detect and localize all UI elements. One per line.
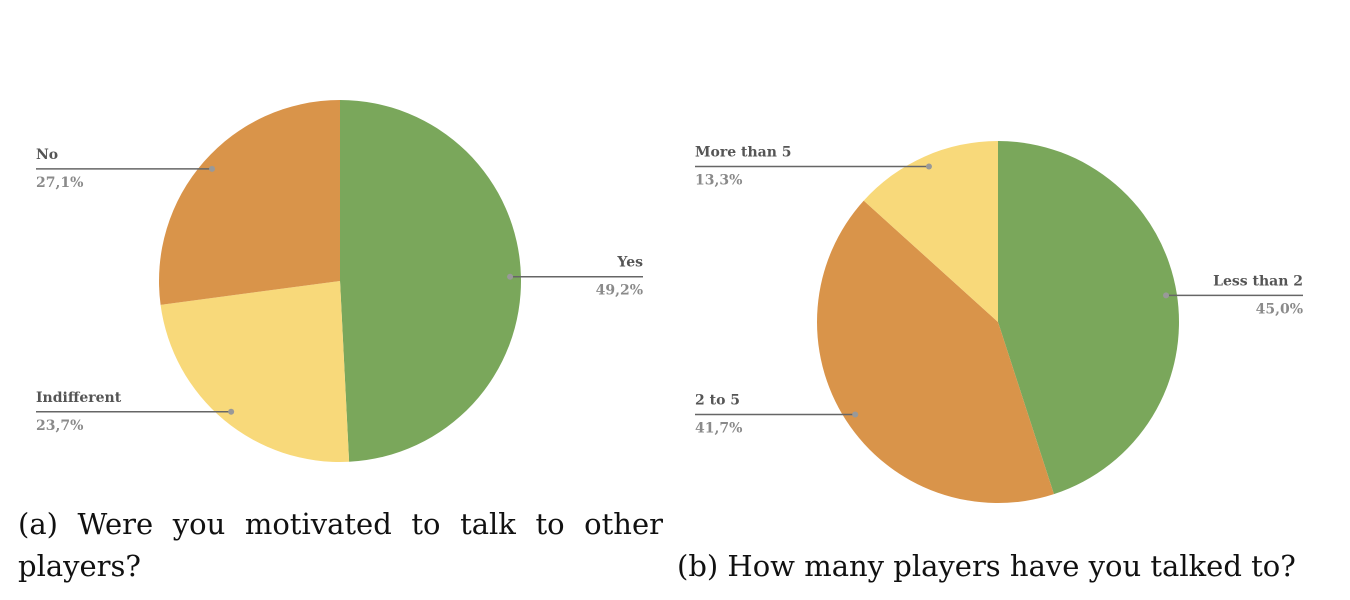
slice-label: Less than 2 xyxy=(1213,273,1303,289)
pie-slice xyxy=(816,200,1054,504)
caption: (b) How many players have you talked to? xyxy=(677,549,1296,583)
pie-slice xyxy=(340,100,522,462)
leader-dot xyxy=(209,165,216,172)
slice-label: More than 5 xyxy=(695,144,792,160)
slice-value: 49,2% xyxy=(596,283,643,299)
leader-dot xyxy=(852,411,859,418)
slice-value: 13,3% xyxy=(695,172,742,188)
slice-value: 41,7% xyxy=(695,421,742,437)
leader-dot xyxy=(1163,292,1170,299)
pie-slice xyxy=(863,141,998,322)
caption: (a) Were you motivated to talk to other … xyxy=(18,507,663,583)
leader-dot xyxy=(228,408,235,415)
slice-label: Indifferent xyxy=(36,390,122,406)
slice-label: 2 to 5 xyxy=(695,393,740,409)
slice-label: Yes xyxy=(616,255,643,271)
slice-value: 45,0% xyxy=(1256,301,1303,317)
leader-dot xyxy=(925,163,932,170)
pie-slice xyxy=(998,141,1180,495)
slice-value: 23,7% xyxy=(36,418,83,434)
slice-value: 27,1% xyxy=(36,175,83,191)
slice-label: No xyxy=(36,147,58,163)
pie-slice xyxy=(159,100,340,305)
pie-slice xyxy=(160,281,350,462)
leader-dot xyxy=(507,273,514,280)
